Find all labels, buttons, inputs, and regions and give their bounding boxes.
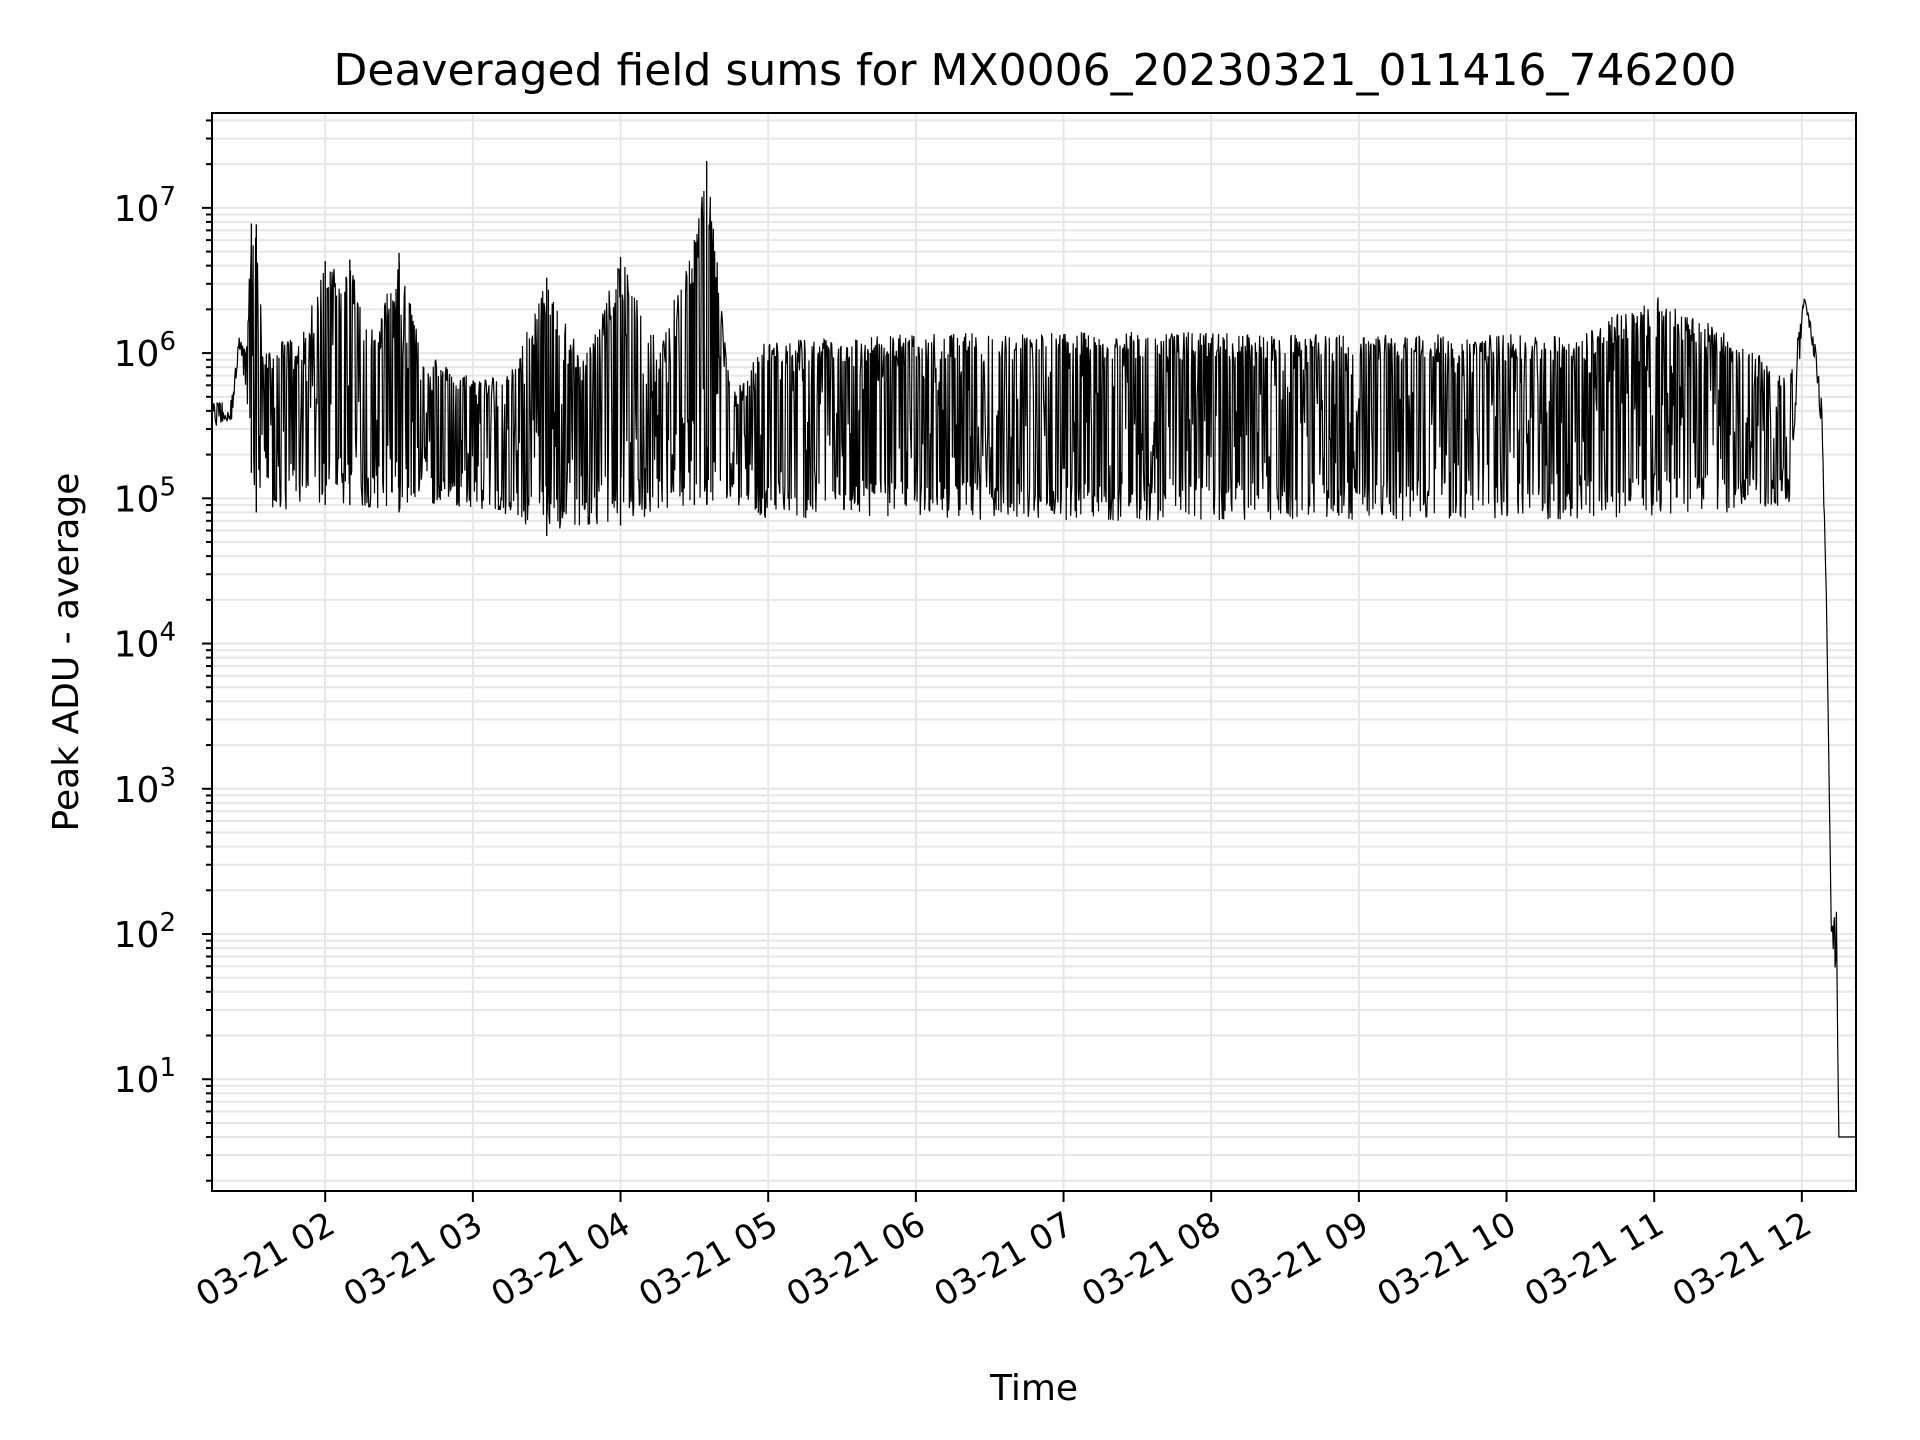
y-axis-ticks: 101 102 103 104 105 106 107 (114, 119, 212, 1182)
y-tick-label: 104 (114, 618, 176, 666)
plot-frame (211, 112, 1857, 1192)
data-line-layer (211, 161, 1856, 1138)
chart-title: Deaveraged field sums for MX0006_2023032… (334, 45, 1737, 96)
series-line (211, 190, 1856, 1138)
y-tick-label: 106 (114, 327, 176, 375)
y-tick-label: 103 (114, 763, 176, 811)
y-tick-label: 101 (114, 1053, 176, 1101)
grid (212, 113, 1856, 1191)
x-axis-label: Time (989, 1368, 1078, 1409)
y-tick-label: 105 (114, 472, 176, 520)
y-tick-label: 107 (114, 182, 176, 230)
y-tick-label: 102 (114, 908, 176, 956)
y-axis-label: Peak ADU - average (46, 473, 87, 832)
